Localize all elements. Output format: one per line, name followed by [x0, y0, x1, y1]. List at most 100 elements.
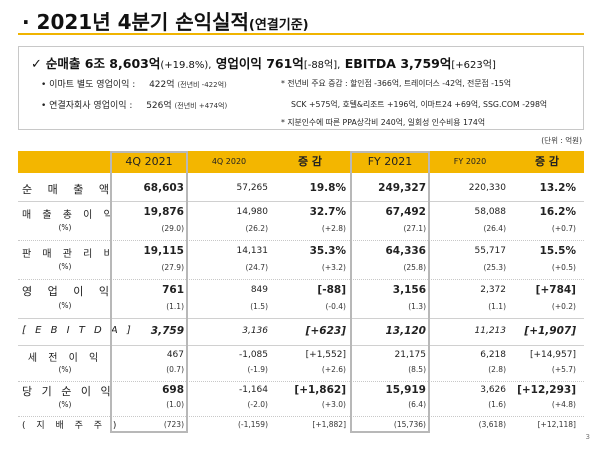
cell-pct: (+4.8) [551, 400, 576, 409]
row-label: [ E B I T D A ] [22, 325, 134, 336]
row-pct-label: (%) [58, 223, 72, 232]
cell-value: 15,919 [385, 384, 426, 396]
cell-value: [+623] [305, 325, 346, 337]
cell-value: 220,330 [468, 183, 506, 193]
summary-headline: ✓ 순매출 6조 8,603억(+19.8%), 영업이익 761억[-88억],… [31, 53, 496, 72]
table-header [18, 151, 584, 173]
header-fy-2020: FY 2020 [453, 157, 487, 166]
cell-pct: (6.4) [408, 400, 426, 409]
cell-value: 11,213 [474, 326, 507, 336]
ebitda-change: [+623억] [451, 60, 496, 71]
table-row: 순 매 출 액 68,603 57,265 19.8% 249,327 220,… [18, 177, 584, 199]
cell-value: 64,336 [385, 245, 426, 257]
cell-value: 21,175 [394, 350, 427, 360]
cell-pct: (26.2) [245, 224, 268, 233]
sales-summary: 순매출 6조 8,603억 [45, 56, 161, 71]
header-4q-2021: 4Q 2021 [125, 155, 173, 168]
cell-pct: (+2.8) [321, 224, 346, 233]
row-divider [18, 381, 584, 382]
emart-op-line: • 이마트 별도 영업이익 : 422억 (전년비 -422억) [41, 77, 227, 90]
cell-value: (15,736) [393, 420, 426, 429]
cell-pct: (27.9) [161, 263, 184, 272]
cell-value: 467 [166, 350, 184, 360]
cell-value: [+1,552] [305, 350, 346, 360]
cell-value: [+1,882] [312, 420, 346, 429]
row-divider [18, 201, 584, 202]
pl-table: 4Q 2021 4Q 2020 증 감 FY 2021 FY 2020 증 감 … [18, 151, 584, 433]
header-fy-change: 증 감 [534, 155, 560, 168]
cell-value: [-88] [317, 284, 346, 296]
cell-pct: (+5.7) [551, 365, 576, 374]
emart-op-value: 422억 [149, 80, 175, 90]
cell-value: [+1,907] [524, 325, 576, 337]
cell-value: 35.3% [309, 245, 346, 257]
cell-pct: (1.3) [408, 302, 426, 311]
table-row: ( 지 배 주 주 ) (723) (-1,159) [+1,882] (15,… [18, 417, 584, 433]
cell-pct: (-0.4) [325, 302, 347, 311]
page-number: 3 [585, 433, 590, 441]
cell-value: 13.2% [539, 182, 576, 194]
row-label: 영 업 이 익 [22, 285, 115, 298]
note-ppa: * 지분인수에 따른 PPA상각비 240억, 일회성 인수비용 174억 [281, 118, 486, 127]
row-divider [18, 240, 584, 241]
cell-value: (-1,159) [237, 420, 268, 429]
subsidiary-op-line: • 연결자회사 영업이익 : 526억 (전년비 +474억) [41, 98, 227, 111]
cell-value: 15.5% [539, 245, 576, 257]
cell-value: (3,618) [478, 420, 506, 429]
cell-value: 55,717 [474, 246, 507, 256]
cell-value: 19.8% [309, 182, 346, 194]
cell-pct: (+0.7) [551, 224, 576, 233]
header-4q-2020: 4Q 2020 [211, 157, 247, 166]
cell-value: 2,372 [480, 285, 506, 295]
subsidiary-op-value: 526억 [146, 101, 172, 111]
table-row: 매 출 총 이 익 (%) 19,876 14,980 32.7% 67,492… [18, 204, 584, 238]
note-subsidiaries: SCK +575억, 호텔&리조트 +196억, 이마트24 +69억, SSG… [291, 100, 548, 109]
cell-value: 68,603 [143, 182, 184, 194]
cell-pct: (0.7) [166, 365, 184, 374]
cell-value: [+784] [535, 284, 576, 296]
row-label: 판 매 관 리 비 [22, 249, 117, 260]
op-change: [-88억], [303, 60, 341, 71]
cell-value: 57,265 [236, 183, 269, 193]
cell-value: 13,120 [385, 325, 426, 337]
cell-pct: (25.3) [483, 263, 506, 272]
row-label: 당 기 순 이 익 [22, 385, 114, 398]
cell-pct: (1.1) [166, 302, 184, 311]
row-pct-label: (%) [58, 262, 72, 271]
summary-box: ✓ 순매출 6조 8,603억(+19.8%), 영업이익 761억[-88억],… [18, 46, 584, 130]
op-summary: 영업이익 761억 [215, 56, 304, 71]
cell-pct: (27.1) [403, 224, 426, 233]
table-row: 당 기 순 이 익 (%) 698 -1,164 [+1,862] 15,919… [18, 383, 584, 415]
unit-label: (단위 : 억원) [541, 136, 582, 145]
cell-value: -1,085 [238, 350, 268, 360]
cell-value: 761 [162, 284, 184, 296]
row-divider [18, 318, 584, 319]
cell-value: 32.7% [309, 206, 346, 218]
check-icon: ✓ [31, 57, 42, 72]
cell-value: 16.2% [539, 206, 576, 218]
cell-value: 3,759 [150, 325, 184, 337]
emart-op-yoy: (전년비 -422억) [177, 81, 227, 89]
cell-value: 67,492 [385, 206, 426, 218]
page-title: · 2021년 4분기 손익실적(연결기준) [22, 6, 309, 35]
cell-pct: (+3.0) [321, 400, 346, 409]
cell-pct: (24.7) [245, 263, 268, 272]
cell-value: 58,088 [474, 207, 507, 217]
emart-op-label: • 이마트 별도 영업이익 : [41, 80, 136, 90]
title-underline [18, 33, 584, 35]
table-row: 세 전 이 익 (%) 467 -1,085 [+1,552] 21,175 6… [18, 348, 584, 380]
row-label: 매 출 총 이 익 [22, 210, 117, 221]
cell-value: [+14,957] [529, 350, 576, 360]
cell-pct: (2.8) [488, 365, 506, 374]
cell-pct: (26.4) [483, 224, 506, 233]
note-yoy-change: * 전년비 주요 증감 : 할인점 -366억, 트레이더스 -42억, 전문점… [281, 79, 512, 88]
cell-value: [+12,118] [537, 420, 576, 429]
cell-value: 14,131 [236, 246, 269, 256]
row-pct-label: (%) [58, 365, 72, 374]
cell-pct: (-1.9) [247, 365, 269, 374]
cell-pct: (+2.6) [321, 365, 346, 374]
header-4q-change: 증 감 [297, 155, 323, 168]
cell-value: [+1,862] [294, 384, 346, 396]
cell-value: 3,136 [242, 326, 268, 336]
row-pct-label: (%) [58, 301, 72, 310]
